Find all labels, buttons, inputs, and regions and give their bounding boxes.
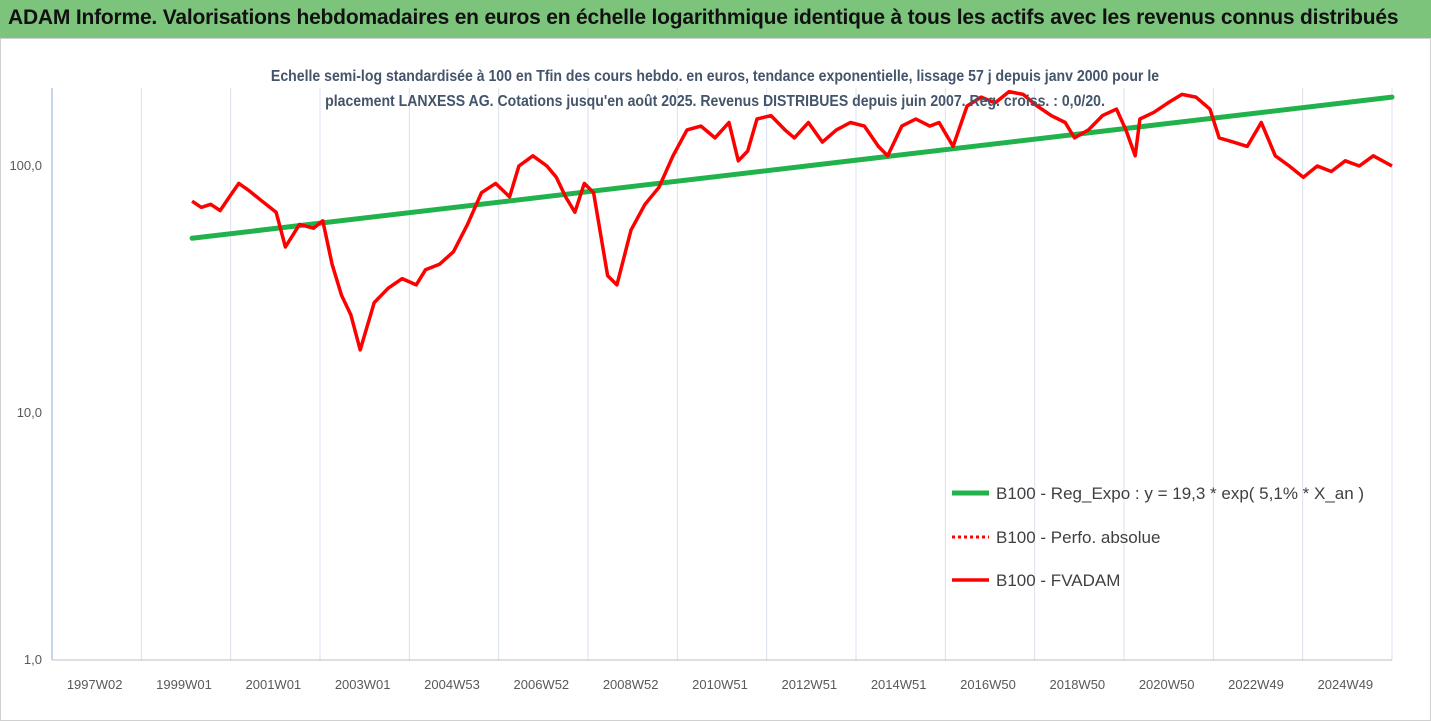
report-banner: ADAM Informe. Valorisations hebdomadaire… <box>0 0 1431 39</box>
x-tick-label: 1999W01 <box>156 677 212 692</box>
x-tick-label: 2020W50 <box>1139 677 1195 692</box>
x-tick-label: 1997W02 <box>67 677 123 692</box>
chart-title-line-2: placement LANXESS AG. Cotations jusqu'en… <box>325 93 1105 110</box>
x-tick-label: 2004W53 <box>424 677 480 692</box>
fvadam-line-series <box>191 89 1393 352</box>
x-tick-label: 2012W51 <box>782 677 838 692</box>
legend-label: B100 - Perfo. absolue <box>996 528 1160 547</box>
x-tick-label: 2018W50 <box>1050 677 1106 692</box>
y-tick-label: 100,0 <box>9 158 42 173</box>
chart-title-line-1: Echelle semi-log standardisée à 100 en T… <box>270 68 1160 85</box>
x-tick-label: 2006W52 <box>514 677 570 692</box>
x-tick-label: 2001W01 <box>246 677 302 692</box>
chart-title: Echelle semi-log standardisée à 100 en T… <box>227 64 1204 114</box>
chart-frame <box>0 38 1431 721</box>
x-tick-label: 2010W51 <box>692 677 748 692</box>
x-tick-label: 2008W52 <box>603 677 659 692</box>
x-tick-label: 2022W49 <box>1228 677 1284 692</box>
report-title: ADAM Informe. Valorisations hebdomadaire… <box>8 6 1399 29</box>
x-tick-label: 2024W49 <box>1318 677 1374 692</box>
legend-label: B100 - Reg_Expo : y = 19,3 * exp( 5,1% *… <box>996 484 1364 503</box>
x-tick-label: 2003W01 <box>335 677 391 692</box>
y-tick-label: 1,0 <box>24 652 42 667</box>
trend-line-series <box>189 94 1395 241</box>
x-tick-label: 2016W50 <box>960 677 1016 692</box>
y-tick-label: 10,0 <box>17 405 42 420</box>
x-tick-label: 2014W51 <box>871 677 927 692</box>
legend-label: B100 - FVADAM <box>996 571 1120 590</box>
